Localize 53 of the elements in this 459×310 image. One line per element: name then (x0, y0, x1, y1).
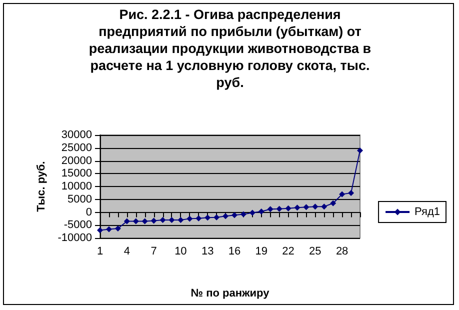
x-tick-label: 16 (228, 246, 241, 258)
x-tick-label: 19 (255, 246, 268, 258)
x-tick-label: 10 (174, 246, 187, 258)
point (132, 218, 139, 224)
point (222, 213, 229, 220)
y-tick-label: 15000 (61, 168, 92, 180)
y-tick-label: 30000 (61, 129, 92, 141)
point (303, 204, 310, 210)
point (285, 205, 292, 212)
y-tick-label: -10000 (58, 232, 92, 244)
y-tick-label: 5000 (68, 193, 92, 206)
x-axis-title: № по ранжиру (190, 288, 270, 300)
y-tick-label: 0 (86, 206, 92, 218)
point (196, 215, 202, 222)
point (249, 210, 256, 216)
x-tick-label: 25 (309, 246, 322, 258)
x-tick-label: 1 (96, 246, 104, 258)
x-tick-label: 13 (201, 246, 214, 258)
y-axis-title: Тыс. руб. (35, 161, 48, 212)
point (186, 216, 193, 222)
x-tick-label: 7 (150, 246, 157, 258)
point (240, 211, 246, 218)
point (168, 216, 175, 223)
point (348, 190, 354, 196)
point (150, 218, 157, 224)
point (276, 206, 282, 212)
point (231, 212, 238, 218)
point (258, 208, 264, 214)
point (330, 200, 336, 206)
y-tick-label: 10000 (61, 180, 92, 192)
y-tick-label: -5000 (64, 219, 92, 232)
point (357, 147, 363, 154)
point (294, 204, 300, 211)
x-tick-label: 4 (124, 246, 130, 258)
point (114, 225, 121, 232)
point (214, 214, 220, 220)
x-tick-label: 28 (336, 246, 348, 258)
legend-label: Ряд1 (414, 206, 440, 218)
point (160, 216, 166, 223)
point (124, 218, 130, 224)
chart-title: Рис. 2.2.1 - Огива распределения предприятий по прибыли (убыткам) от реализации продукции животноводства в расчете на 1 условную голову скота, тыс. руб. (88, 6, 372, 91)
point (142, 218, 148, 224)
point (267, 206, 274, 212)
x-tick-label: 22 (282, 246, 294, 258)
point (339, 191, 346, 198)
y-tick-label: 20000 (61, 154, 92, 167)
y-tick-label: 25000 (61, 142, 92, 154)
point (178, 216, 184, 223)
point (204, 214, 211, 221)
point (97, 227, 103, 234)
point (321, 204, 328, 210)
point (312, 204, 318, 210)
point (106, 226, 112, 232)
